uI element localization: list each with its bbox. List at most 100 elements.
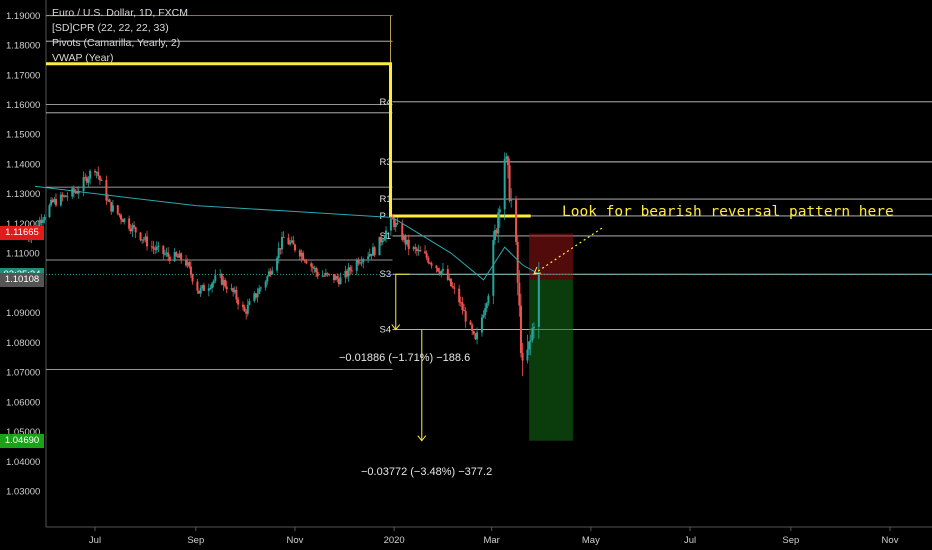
candle-body [128, 218, 131, 229]
candle-body [537, 274, 540, 327]
candle-body [437, 268, 440, 272]
candle-body [332, 274, 335, 281]
candle-body [516, 241, 519, 283]
candle-body [133, 225, 136, 228]
candle-body [425, 253, 428, 258]
candle-body [430, 263, 433, 266]
x-tick-label: Mar [483, 535, 499, 546]
candle-body [459, 302, 462, 304]
candle-body [503, 158, 506, 210]
candle-body [531, 327, 534, 341]
indicator-pivots[interactable]: Pivots (Camarilla, Yearly, 2) [52, 37, 181, 49]
candle-body [207, 288, 210, 291]
measure-label-2: −0.03772 (−3.48%) −377.2 [361, 466, 493, 478]
candle-body [77, 190, 80, 194]
candle-body [85, 177, 88, 183]
candle-body [328, 273, 331, 275]
candle-body [61, 194, 64, 197]
indicator-cpr[interactable]: [SD]CPR (22, 22, 22, 33) [52, 22, 169, 34]
candle-body [360, 262, 363, 264]
candle-body [131, 225, 134, 232]
candle-body [529, 340, 532, 342]
candle-body [355, 260, 358, 271]
candle-body [362, 259, 365, 263]
candle-body [111, 205, 114, 212]
y-tick-label: 1.05000 [6, 427, 40, 438]
candle-body [269, 271, 272, 275]
candle-body [367, 256, 370, 260]
candle-body [202, 285, 205, 291]
candle-body [214, 275, 217, 281]
candle-body [407, 239, 410, 250]
candle-body [508, 165, 511, 201]
candle-body [173, 252, 176, 262]
y-tick-label: 1.14000 [6, 159, 40, 170]
candle-body [453, 287, 456, 289]
candle-body [389, 218, 392, 231]
candle-body [105, 179, 108, 201]
candle-body [271, 270, 274, 275]
candle-body [277, 248, 280, 259]
candle-body [383, 238, 386, 241]
measure-label-1: −0.01886 (−1.71%) −188.6 [339, 352, 471, 364]
candle-body [450, 278, 453, 287]
candle-body [84, 177, 87, 179]
price-tag-gray: 1.10108 [0, 272, 44, 287]
candle-body [313, 267, 316, 269]
candle-body [311, 266, 314, 269]
candle-body [298, 250, 301, 257]
candle-body [237, 299, 240, 305]
candle-body [402, 236, 405, 240]
candle-body [282, 236, 285, 238]
candle-body [222, 279, 225, 285]
candle-body [258, 288, 261, 294]
indicator-vwap[interactable]: VWAP (Year) [52, 52, 114, 64]
candle-body [368, 253, 371, 257]
candle-body [176, 255, 179, 258]
candle-body [326, 273, 329, 275]
candle-body [264, 281, 267, 288]
y-tick-label: 1.06000 [6, 397, 40, 408]
candle-body [71, 188, 74, 197]
y-tick-label: 1.09000 [6, 308, 40, 319]
y-tick-label: 1.16000 [6, 100, 40, 111]
candle-body [485, 303, 488, 309]
candle-body [344, 270, 347, 278]
candle-body [414, 247, 417, 249]
symbol-title: Euro / U.S. Dollar, 1D, FXCM [52, 7, 188, 19]
candle-body [279, 248, 282, 250]
pivot-label-r4: R4 [380, 97, 392, 108]
candle-body [230, 288, 233, 290]
candle-body [94, 170, 96, 173]
y-tick-label: 1.18000 [6, 41, 40, 52]
x-tick-label: 2020 [384, 535, 405, 546]
candle-body [474, 333, 477, 340]
candle-body [180, 253, 183, 260]
candle-body [63, 195, 66, 197]
candle-body [359, 262, 361, 264]
candle-body [233, 289, 236, 293]
y-tick-label: 1.08000 [6, 338, 40, 349]
candle-body [463, 310, 466, 312]
candle-body [305, 261, 308, 264]
candle-body [292, 240, 295, 245]
pivot-label-s4: S4 [380, 325, 392, 336]
candle-body [492, 240, 495, 296]
candle-body [323, 275, 326, 277]
candle-body [290, 240, 293, 243]
candle-body [201, 285, 204, 289]
candle-body [315, 267, 318, 273]
cpr-line [46, 62, 531, 218]
candle-body [163, 253, 166, 255]
candle-body [186, 262, 189, 266]
candle-body [350, 270, 353, 272]
x-tick-label: May [582, 535, 600, 546]
candle-body [394, 223, 397, 227]
candle-body [498, 209, 501, 213]
candle-body [321, 275, 324, 277]
candle-body [254, 293, 257, 298]
candle-body [417, 249, 420, 252]
candle-body [469, 321, 472, 325]
candle-body [441, 268, 444, 271]
candle-body [471, 324, 474, 332]
